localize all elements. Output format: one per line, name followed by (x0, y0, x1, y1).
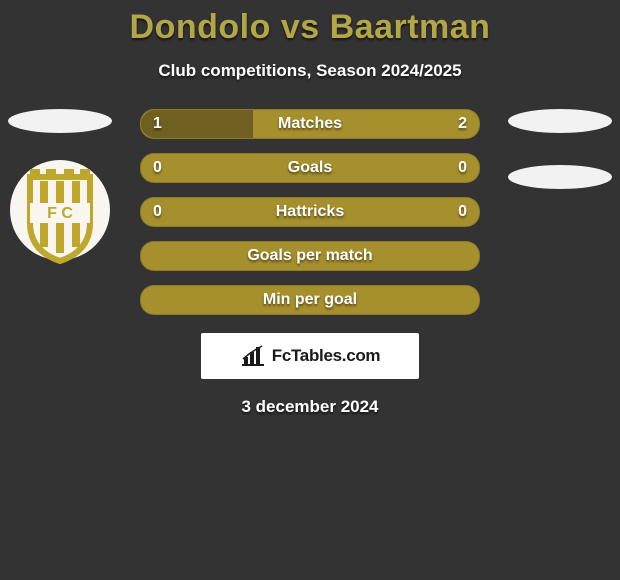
club-crest-placeholder (508, 165, 612, 189)
bar-chart-icon (240, 345, 266, 367)
page-title: Dondolo vs Baartman (0, 0, 620, 47)
stat-left-value: 0 (153, 159, 162, 177)
comparison-area: F C 1 Matches 2 0 Goals 0 (0, 109, 620, 315)
left-player-col: F C (0, 109, 120, 268)
crest-icon: F C (10, 153, 110, 268)
branding-badge: FcTables.com (201, 333, 419, 379)
stat-row-matches: 1 Matches 2 (140, 109, 480, 139)
right-player-col (500, 109, 620, 189)
branding-text: FcTables.com (272, 346, 381, 366)
stat-row-goals-per-match: Goals per match (140, 241, 480, 271)
stat-right-value: 0 (458, 159, 467, 177)
stat-label: Matches (278, 115, 342, 133)
stat-label: Goals (288, 159, 332, 177)
stat-label: Hattricks (276, 203, 344, 221)
stat-label: Goals per match (247, 247, 372, 265)
svg-text:F C: F C (47, 205, 73, 222)
stat-right-value: 2 (458, 115, 467, 133)
stat-left-value: 1 (153, 115, 162, 133)
stat-row-goals: 0 Goals 0 (140, 153, 480, 183)
stat-left-value: 0 (153, 203, 162, 221)
stat-row-min-per-goal: Min per goal (140, 285, 480, 315)
stat-bars: 1 Matches 2 0 Goals 0 0 Hattricks 0 Goal… (140, 109, 480, 315)
player-photo-placeholder (8, 109, 112, 133)
stat-right-value: 0 (458, 203, 467, 221)
stat-row-hattricks: 0 Hattricks 0 (140, 197, 480, 227)
snapshot-date: 3 december 2024 (0, 397, 620, 417)
stat-label: Min per goal (263, 291, 357, 309)
player-photo-placeholder (508, 109, 612, 133)
club-crest: F C (10, 153, 110, 268)
subtitle: Club competitions, Season 2024/2025 (0, 61, 620, 81)
